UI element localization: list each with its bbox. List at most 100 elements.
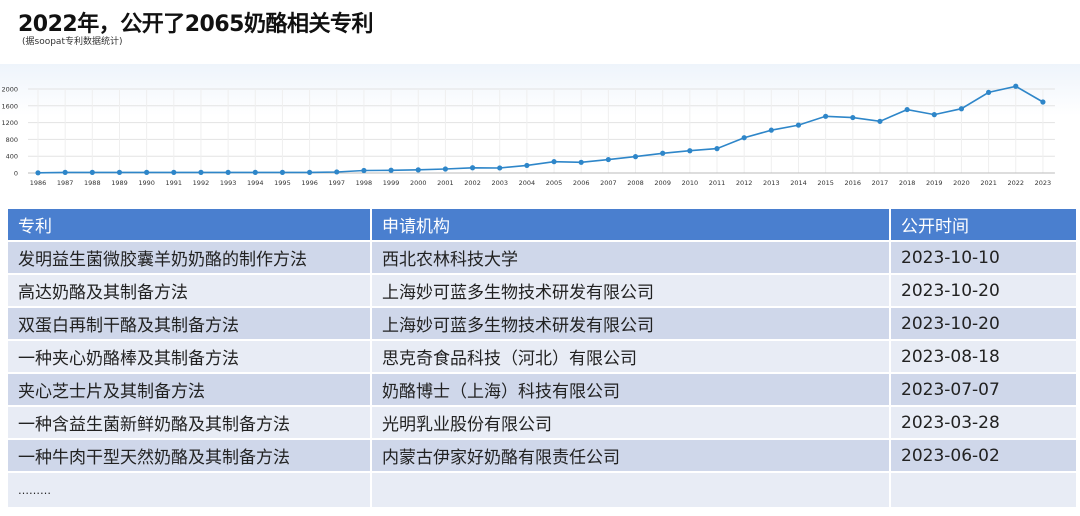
x-tick-label: 1992 (193, 179, 210, 187)
x-tick-label: 2004 (519, 179, 536, 187)
x-tick-label: 2016 (845, 179, 862, 187)
data-point (768, 127, 774, 133)
cell-applicant: 奶酪博士（上海）科技有限公司 (371, 372, 891, 406)
cell-applicant: 上海妙可蓝多生物技术研发有限公司 (371, 306, 891, 340)
column-header-date: 公开时间 (890, 209, 1078, 241)
cell-date: 2023-10-20 (890, 306, 1078, 340)
data-point (497, 165, 503, 171)
data-point (198, 169, 204, 175)
x-tick-label: 2014 (790, 179, 807, 187)
x-tick-label: 2012 (736, 179, 753, 187)
data-point (823, 113, 829, 119)
empty-cell (371, 471, 891, 507)
data-point (62, 169, 68, 175)
y-tick-label: 400 (6, 153, 18, 161)
y-tick-label: 2000 (1, 86, 18, 94)
data-point (632, 154, 639, 160)
table-row: 发明益生菌微胶囊羊奶奶酪的制作方法 西北农林科技大学 2023-10-10 (8, 240, 1078, 274)
data-point (388, 167, 394, 173)
x-tick-label: 1996 (301, 179, 318, 187)
cell-patent: 双蛋白再制干酪及其制备方法 (8, 306, 372, 340)
data-point (850, 114, 856, 121)
data-point (279, 169, 286, 175)
cell-applicant: 上海妙可蓝多生物技术研发有限公司 (371, 273, 891, 307)
patent-table: 专利 申请机构 公开时间 发明益生菌微胶囊羊奶奶酪的制作方法 西北农林科技大学 20… (8, 209, 1078, 507)
table-row: 一种含益生菌新鲜奶酪及其制备方法 光明乳业股份有限公司 2023-03-28 (8, 405, 1078, 439)
data-point (551, 159, 557, 165)
data-point (605, 156, 611, 163)
page-title: 2022年，公开了2065奶酪相关专利 (18, 12, 373, 37)
data-point (877, 118, 883, 124)
y-tick-label: 1200 (1, 119, 18, 127)
cell-applicant: 光明乳业股份有限公司 (371, 405, 891, 439)
x-tick-label: 2015 (817, 179, 834, 187)
data-point (1013, 83, 1019, 89)
data-point (442, 166, 448, 172)
table-header-row: 专利 申请机构 公开时间 (8, 209, 1078, 241)
y-tick-label: 1600 (1, 102, 18, 110)
x-tick-label: 1998 (356, 179, 373, 187)
x-tick-label: 1990 (138, 179, 155, 187)
data-point (524, 162, 530, 169)
x-tick-label: 1997 (328, 179, 345, 187)
data-point (958, 106, 965, 112)
data-point (469, 165, 476, 171)
data-point (714, 146, 720, 152)
data-point (986, 89, 992, 95)
data-point (1040, 99, 1046, 105)
empty-cell (890, 471, 1078, 507)
x-tick-label: 2023 (1035, 179, 1052, 187)
data-point (116, 169, 123, 175)
table-row: 一种夹心奶酪棒及其制备方法 思克奇食品科技（河北）有限公司 2023-08-18 (8, 339, 1078, 373)
data-point (795, 122, 802, 128)
page-subtitle: (据soopat专利数据统计) (22, 37, 123, 47)
table-row: 一种牛肉干型天然奶酪及其制备方法 内蒙古伊家好奶酪有限责任公司 2023-06-02 (8, 438, 1078, 472)
x-tick-label: 2007 (600, 179, 617, 187)
table-row: 高达奶酪及其制备方法 上海妙可蓝多生物技术研发有限公司 2023-10-20 (8, 273, 1078, 307)
table-row-more: ……… (8, 471, 1078, 507)
x-tick-label: 2002 (464, 179, 481, 187)
data-point (660, 150, 666, 156)
cell-date: 2023-06-02 (890, 438, 1078, 472)
data-point (741, 135, 747, 141)
data-point (904, 106, 910, 113)
data-point (225, 169, 231, 175)
x-tick-label: 2017 (872, 179, 889, 187)
cell-applicant: 思克奇食品科技（河北）有限公司 (371, 339, 891, 373)
x-tick-label: 2010 (682, 179, 699, 187)
series-line (37, 85, 1044, 174)
data-point (171, 169, 177, 175)
cell-date: 2023-07-07 (890, 372, 1078, 406)
data-point (931, 112, 937, 118)
x-tick-label: 2003 (491, 179, 508, 187)
column-header-patent: 专利 (8, 209, 372, 241)
y-tick-label: 800 (6, 136, 18, 144)
line-chart: 0 400 800 1200 1600 2000 1986 1987 1988 1989 1990 1… (1, 83, 1055, 187)
x-tick-label: 1988 (84, 179, 101, 187)
cell-patent: 发明益生菌微胶囊羊奶奶酪的制作方法 (8, 240, 372, 274)
ellipsis-cell: ……… (8, 471, 372, 507)
line-chart-area: 0 400 800 1200 1600 2000 1986 1987 1988 1989 1990 1… (0, 64, 1080, 194)
x-tick-label: 1991 (166, 179, 183, 187)
x-tick-label: 2019 (926, 179, 943, 187)
data-point (334, 169, 340, 175)
x-tick-label: 1993 (220, 179, 237, 187)
x-tick-label: 2001 (437, 179, 454, 187)
data-point (578, 159, 584, 165)
x-tick-label: 1999 (383, 179, 400, 187)
x-tick-label: 2006 (573, 179, 590, 187)
column-header-applicant: 申请机构 (371, 209, 891, 241)
x-tick-label: 2011 (709, 179, 726, 187)
x-tick-label: 2021 (980, 179, 997, 187)
data-point (415, 167, 421, 173)
y-tick-label: 0 (14, 170, 18, 178)
cell-patent: 夹心芝士片及其制备方法 (8, 372, 372, 406)
x-tick-label: 1987 (57, 179, 74, 187)
x-tick-label: 2008 (627, 179, 644, 187)
data-point (89, 169, 95, 175)
cell-patent: 高达奶酪及其制备方法 (8, 273, 372, 307)
x-tick-label: 2009 (654, 179, 671, 187)
cell-applicant: 内蒙古伊家好奶酪有限责任公司 (371, 438, 891, 472)
data-point (361, 167, 367, 174)
data-point (35, 170, 41, 176)
